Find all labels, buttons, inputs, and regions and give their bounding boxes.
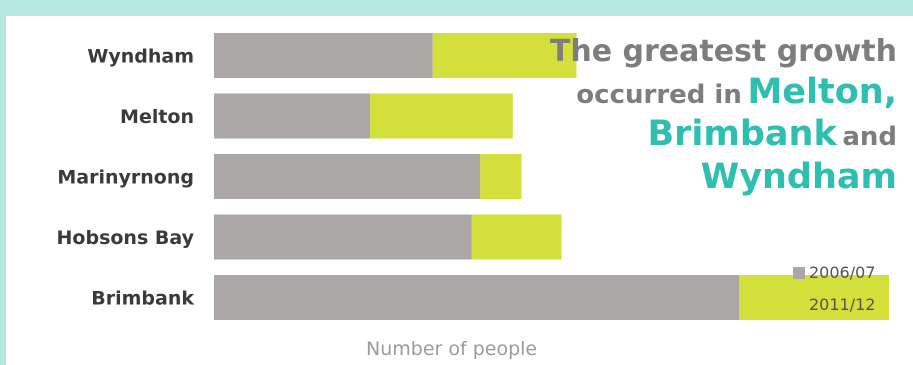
legend-swatch-2011	[793, 298, 805, 311]
legend-label-2011: 2011/12	[809, 295, 876, 314]
bar-melton-2011-12	[370, 93, 513, 139]
category-label-hobsons-bay: Hobsons Bay	[57, 227, 195, 249]
bar-brimbank-2011-12	[739, 275, 889, 320]
legend-label-2006: 2006/07	[809, 263, 876, 282]
chart-frame: Wyndham Melton Marinyrnong Hobsons Bay Brimb…	[6, 16, 913, 365]
legend: 2006/07 2011/12	[793, 260, 875, 324]
headline-highlight-melton: Melton,	[747, 71, 897, 112]
headline: The greatest growth occurred in Melton, …	[477, 34, 897, 199]
headline-highlight-brimbank: Brimbank	[647, 114, 837, 155]
legend-item-2006: 2006/07	[793, 260, 875, 285]
headline-line-3: Brimbank and	[477, 113, 897, 156]
headline-highlight-wyndham: Wyndham	[700, 156, 897, 197]
headline-line-1: The greatest growth	[477, 34, 897, 71]
x-axis-label: Number of people	[366, 338, 538, 360]
bar-chart: Wyndham Melton Marinyrnong Hobsons Bay Brimb…	[57, 33, 889, 320]
category-label-melton: Melton	[120, 106, 194, 128]
category-label-wyndham: Wyndham	[87, 46, 194, 68]
headline-line-4: Wyndham	[477, 156, 897, 199]
headline-part2: occurred in	[576, 79, 742, 110]
bar-hobsons-bay-2006-07	[214, 214, 472, 260]
bar-wyndham-2006-07	[214, 33, 433, 78]
legend-item-2011: 2011/12	[793, 292, 875, 317]
headline-part1: The greatest growth	[549, 34, 897, 69]
bar-hobsons-bay-2011-12	[471, 214, 562, 260]
headline-line-2: occurred in Melton,	[477, 71, 897, 114]
headline-part3: and	[842, 122, 897, 153]
bar-marinyrnong-2006-07	[214, 154, 481, 199]
bar-wyndham-2011-12	[432, 33, 577, 78]
legend-swatch-2006	[793, 266, 805, 279]
bar-marinyrnong-2011-12	[480, 154, 522, 199]
bar-brimbank-2006-07	[214, 275, 739, 320]
category-label-marinyrnong: Marinyrnong	[57, 167, 194, 189]
category-label-brimbank: Brimbank	[91, 288, 194, 310]
bar-melton-2006-07	[214, 93, 371, 139]
